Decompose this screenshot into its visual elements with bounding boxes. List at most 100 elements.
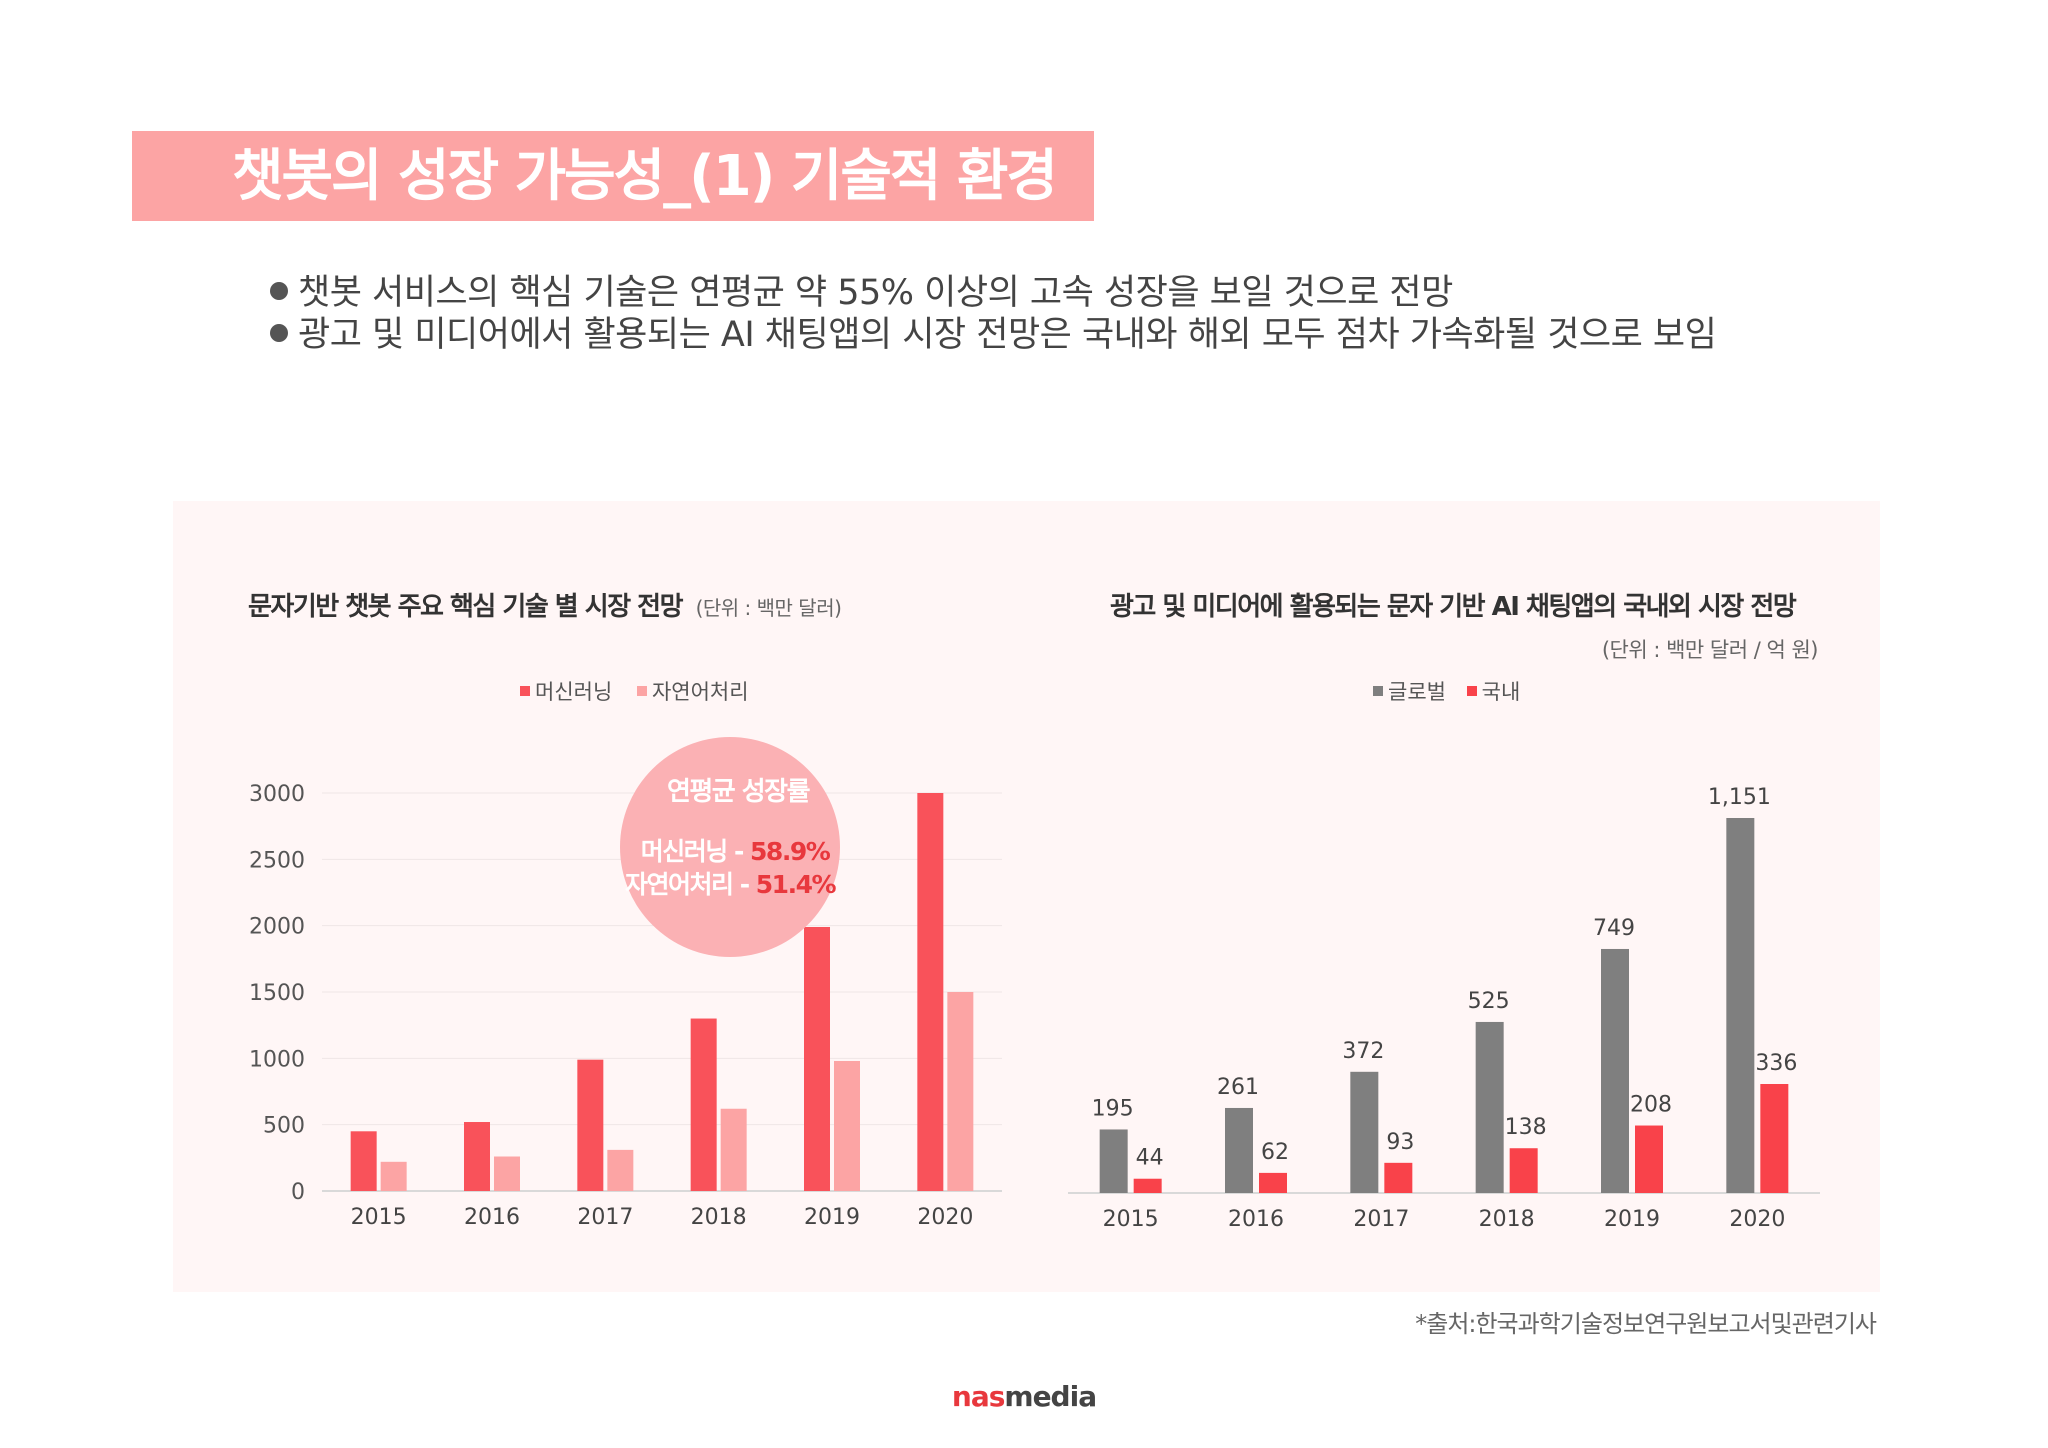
source-note: *출처:한국과학기술정보연구원보고서및관련기사 [1415,1310,1877,1338]
data-label: 93 [1386,1130,1414,1155]
bar-global-2017 [1350,1071,1379,1193]
growth-bubble-line-nlp: 자연어처리 - 51.4% [625,870,836,899]
growth-bubble-label: 머신러닝 - [641,837,750,866]
left-chart-unit: (단위 : 백만 달러) [695,596,842,620]
data-label: 336 [1755,1051,1797,1076]
data-label: 525 [1468,989,1510,1014]
y-tick-label: 500 [263,1114,305,1139]
logo-part-media: media [1004,1380,1097,1413]
growth-bubble-label: 자연어처리 - [625,870,756,899]
bar-nlp-2019 [834,1060,860,1191]
legend-swatch [1373,686,1383,696]
legend-swatch [1466,686,1477,696]
left-chart: 0 500 1000 1500 2000 2500 3000 2015 2016 2017 2018… [249,782,1002,1230]
bar-nlp-2018 [720,1108,747,1191]
x-tick-label: 2015 [1103,1207,1159,1232]
bar-global-2020 [1726,818,1755,1193]
bar-domestic-2018 [1509,1148,1538,1193]
bar-nlp-2020 [947,992,974,1191]
bar-ml-2015 [350,1131,377,1191]
legend-swatch [520,686,530,696]
x-tick-label: 2020 [917,1205,973,1230]
logo: nasmedia [0,1380,2048,1413]
legend-item-nlp: 자연어처리 [636,680,749,704]
growth-bubble-heading: 연평균 성장률 [667,777,811,807]
bullet-list: 챗봇 서비스의 핵심 기술은 연평균 약 55% 이상의 고속 성장을 보일 것… [270,272,1717,356]
data-label: 372 [1342,1039,1384,1064]
x-tick-label: 2018 [691,1205,747,1230]
data-label: 44 [1136,1146,1164,1171]
legend-item-ml: 머신러닝 [520,680,612,704]
bullet-text: 광고 및 미디어에서 활용되는 AI 채팅앱의 시장 전망은 국내와 해외 모두… [298,315,1717,355]
data-label: 62 [1261,1140,1289,1165]
x-tick-label: 2018 [1479,1207,1535,1232]
legend-item-domestic: 국내 [1466,680,1521,704]
bar-domestic-2015 [1133,1178,1162,1193]
bar-ml-2020 [917,793,944,1191]
data-label: 138 [1505,1115,1547,1140]
growth-bubble: 연평균 성장률 머신러닝 - 58.9% 자연어처리 - 51.4% [620,737,840,957]
data-label: 195 [1092,1096,1134,1121]
bar-ml-2016 [464,1122,490,1191]
logo-part-nas: nas [951,1380,1005,1413]
legend-swatch [636,686,647,696]
bar-global-2018 [1475,1021,1504,1193]
x-tick-label: 2016 [1228,1207,1284,1232]
bar-ml-2017 [577,1059,604,1191]
x-tick-label: 2015 [351,1205,407,1230]
left-chart-title: 문자기반 챗봇 주요 핵심 기술 별 시장 전망 (단위 : 백만 달러) [248,586,842,623]
x-tick-label: 2020 [1729,1207,1785,1232]
title-band [132,131,1094,221]
bar-global-2015 [1099,1129,1128,1193]
bar-domestic-2019 [1635,1125,1663,1193]
data-label: 749 [1593,916,1635,941]
x-tick-label: 2019 [1604,1207,1660,1232]
y-tick-label: 2000 [249,915,305,940]
bullet-item: 챗봇 서비스의 핵심 기술은 연평균 약 55% 이상의 고속 성장을 보일 것… [270,272,1716,314]
bar-nlp-2015 [380,1161,407,1191]
legend-label: 머신러닝 [535,680,613,704]
data-label: 261 [1217,1075,1259,1100]
bar-domestic-2017 [1384,1162,1413,1193]
data-label: 208 [1630,1093,1672,1118]
right-chart-legend: 글로벌 국내 [1373,676,1538,706]
bar-nlp-2017 [607,1149,634,1191]
bar-global-2019 [1601,948,1629,1193]
legend-label: 자연어처리 [651,680,749,704]
right-chart-unit: (단위 : 백만 달러 / 억 원) [1601,638,1819,662]
left-chart-legend: 머신러닝 자연어처리 [520,676,767,706]
legend-label: 글로벌 [1388,680,1446,704]
bullet-dot-icon [270,324,288,342]
legend-label: 국내 [1481,680,1521,704]
growth-bubble-value: 58.9% [750,837,831,866]
bullet-item: 광고 및 미디어에서 활용되는 AI 채팅앱의 시장 전망은 국내와 해외 모두… [270,314,1717,356]
growth-bubble-value: 51.4% [756,870,837,899]
bullet-dot-icon [270,282,288,300]
bar-global-2016 [1225,1107,1253,1193]
right-chart-title: 광고 및 미디어에 활용되는 문자 기반 AI 채팅앱의 국내외 시장 전망 [1110,592,1797,622]
left-chart-title-text: 문자기반 챗봇 주요 핵심 기술 별 시장 전망 [248,592,684,622]
y-tick-label: 0 [291,1180,305,1205]
bar-ml-2018 [690,1018,717,1191]
growth-bubble-line-ml: 머신러닝 - 58.9% [641,837,831,866]
bullet-text: 챗봇 서비스의 핵심 기술은 연평균 약 55% 이상의 고속 성장을 보일 것… [298,273,1453,313]
bar-domestic-2016 [1259,1172,1287,1193]
x-tick-label: 2016 [464,1205,520,1230]
chart-panel [173,501,1880,1292]
page-title: 챗봇의 성장 가능성_(1) 기술적 환경 [232,144,1058,209]
bar-ml-2019 [804,926,830,1191]
bar-domestic-2020 [1760,1084,1789,1193]
x-tick-label: 2017 [1353,1207,1409,1232]
y-tick-label: 2500 [249,848,305,873]
y-tick-label: 1000 [249,1047,305,1072]
x-tick-label: 2019 [804,1205,860,1230]
data-label: 1,151 [1708,785,1771,810]
y-tick-label: 1500 [249,981,305,1006]
bar-nlp-2016 [494,1156,520,1191]
y-tick-label: 3000 [249,782,305,807]
growth-bubble-circle [620,737,840,957]
legend-item-global: 글로벌 [1373,680,1446,704]
x-tick-label: 2017 [577,1205,633,1230]
